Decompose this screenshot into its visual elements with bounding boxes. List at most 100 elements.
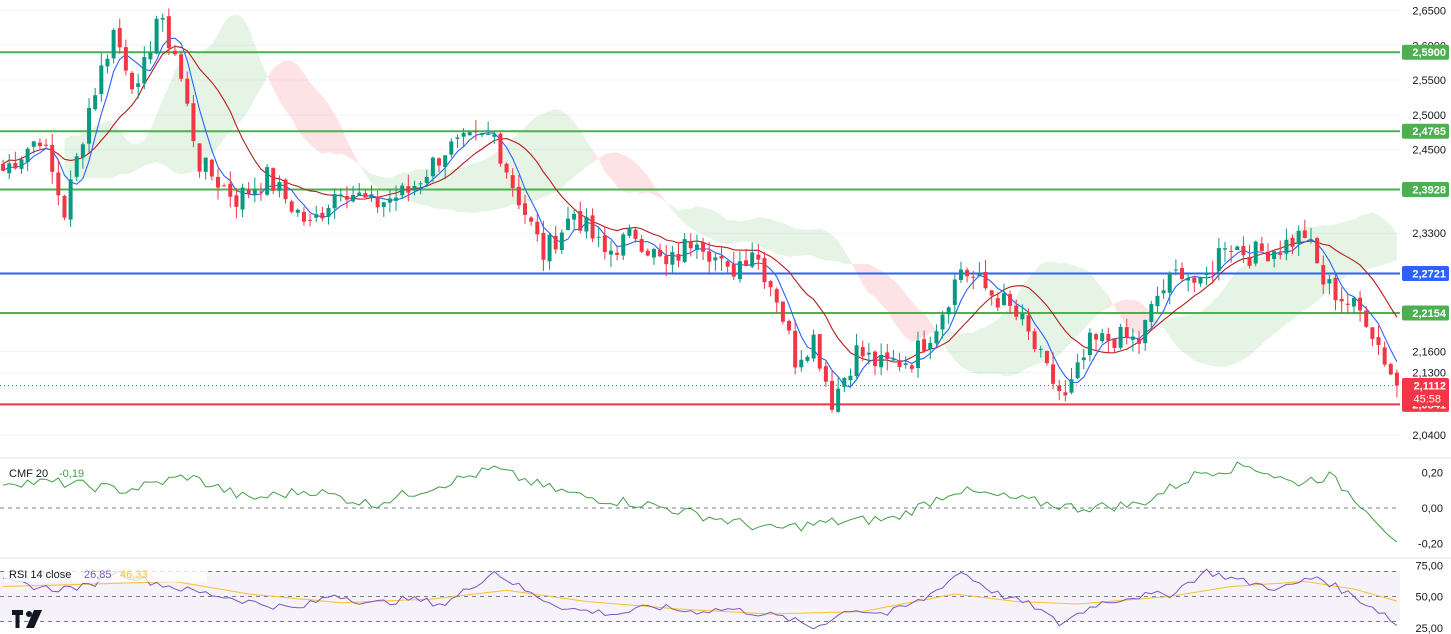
cloud-segment	[739, 220, 747, 243]
candle-body	[682, 239, 687, 263]
cloud-segment	[1003, 307, 1011, 376]
candle-body	[381, 202, 386, 208]
cmf-pane[interactable]: 0,20 0,00 -0,20 CMF 20 -0,19	[0, 461, 1443, 551]
kijun-line	[2, 45, 1398, 363]
cmf-title: CMF 20	[9, 468, 48, 480]
cmf-line	[2, 461, 1398, 543]
candle-body	[265, 167, 270, 195]
candle-body	[80, 144, 85, 158]
candle-body	[866, 352, 871, 355]
cloud-segment	[1353, 215, 1361, 273]
candle-body	[615, 252, 620, 255]
candle-body	[443, 155, 448, 168]
candle-body	[565, 218, 570, 231]
candle-body	[1382, 347, 1387, 365]
cloud-segment	[1083, 268, 1090, 330]
cloud-segment	[1089, 272, 1097, 323]
cloud-segment	[1390, 225, 1397, 263]
cloud-segment	[1163, 318, 1170, 337]
candle-body	[31, 141, 36, 147]
candle-body	[879, 355, 884, 368]
cmf-axis: 0,20 0,00 -0,20	[1418, 467, 1443, 550]
candle-body	[1014, 305, 1019, 317]
candle-body	[940, 314, 945, 330]
cloud-segment	[543, 110, 550, 198]
candle-body	[1130, 336, 1135, 340]
candle-body	[873, 351, 877, 366]
cloud-segment	[537, 113, 544, 201]
cloud-segment	[911, 301, 918, 342]
candle-body	[1075, 362, 1080, 379]
candle-body	[1, 163, 6, 171]
tradingview-logo[interactable]	[12, 610, 42, 628]
candle-body	[1198, 276, 1203, 284]
candle-body	[664, 255, 669, 265]
candle-body	[56, 172, 61, 196]
candle-body	[1118, 327, 1123, 348]
candle-body	[252, 189, 257, 195]
candle-body	[492, 134, 497, 137]
cloud-segment	[248, 27, 255, 111]
candle-body	[1308, 239, 1313, 241]
candle-body	[136, 83, 141, 87]
cloud-segment	[1188, 313, 1195, 361]
cloud-segment	[334, 114, 341, 155]
cloud-segment	[322, 96, 329, 154]
candle-body	[369, 194, 374, 198]
candle-body	[1358, 297, 1363, 311]
candle-body	[68, 179, 73, 220]
cloud-segment	[107, 120, 114, 178]
cloud-segment	[1046, 261, 1054, 362]
cloud-segment	[850, 260, 857, 274]
candle-body	[13, 162, 18, 169]
cloud-segment	[875, 267, 882, 305]
candle-body	[173, 50, 177, 55]
candle-body	[1388, 364, 1393, 375]
ichimoku-lines	[2, 37, 1398, 388]
candle-body	[995, 298, 1000, 308]
cloud-segment	[813, 228, 820, 259]
rsi-band	[0, 571, 1400, 622]
level-label-bg	[1402, 123, 1449, 139]
candle-body	[179, 54, 184, 79]
candle-body	[258, 191, 263, 193]
candle-body	[99, 65, 104, 95]
cloud-segment	[1249, 258, 1256, 356]
cloud-segment	[776, 221, 783, 255]
candle-body	[737, 261, 742, 280]
horizontal-levels[interactable]	[0, 51, 1400, 406]
cloud-segment	[881, 270, 888, 311]
rsi-pane[interactable]: 75,00 50,00 25,00 RSI 14 close 26,85 46,33	[0, 560, 1443, 634]
cloud-segment	[905, 294, 912, 342]
candle-body	[1351, 297, 1356, 307]
cloud-segment	[1323, 225, 1330, 297]
candle-body	[523, 203, 527, 215]
candle-body	[1180, 267, 1185, 279]
cloud-segment	[647, 176, 654, 195]
cloud-segment	[887, 274, 894, 322]
level-label: 2,2154	[1412, 308, 1447, 320]
candle-body	[240, 187, 245, 210]
price-grid	[0, 9, 1400, 436]
cloud-segment	[267, 68, 274, 89]
candle-body	[977, 273, 982, 277]
candle-body	[351, 194, 356, 202]
candle-body	[989, 290, 994, 296]
candle-body	[142, 57, 147, 84]
price-pane[interactable]: 2,65002,60002,55002,50002,45002,33002,16…	[0, 5, 1449, 442]
candle-body	[1155, 295, 1160, 307]
candle-body	[197, 143, 202, 172]
candle-body	[486, 134, 491, 136]
cloud-segment	[690, 206, 697, 232]
cloud-segment	[832, 235, 839, 262]
candle-body	[670, 252, 675, 265]
price-axis[interactable]: 2,65002,60002,55002,50002,45002,33002,16…	[1412, 5, 1446, 442]
candle-body	[719, 256, 724, 259]
cloud-segment	[703, 207, 710, 238]
candle-body	[1044, 350, 1049, 364]
cloud-segment	[1225, 278, 1232, 367]
cloud-segment	[979, 327, 986, 375]
candle-body	[756, 254, 761, 260]
cloud-segment	[924, 313, 931, 336]
